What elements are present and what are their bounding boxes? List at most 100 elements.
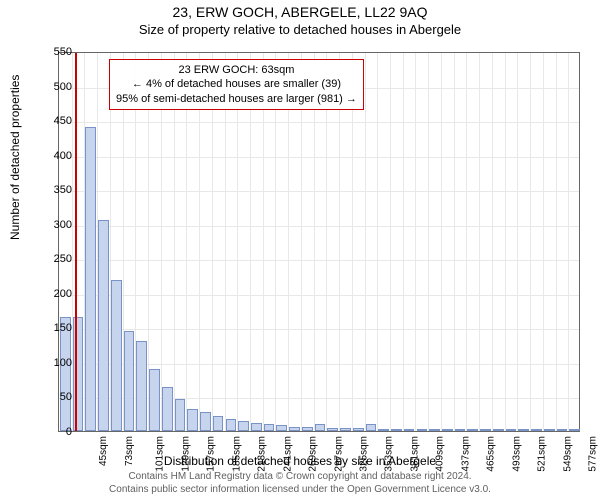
histogram-bar	[442, 429, 453, 431]
gridline-v	[543, 53, 544, 431]
x-tick-label: 409sqm	[435, 436, 446, 472]
x-tick-label: 465sqm	[486, 436, 497, 472]
x-tick-label: 213sqm	[257, 436, 268, 472]
histogram-bar	[391, 429, 402, 431]
gridline-v	[568, 53, 569, 431]
gridline-v	[556, 53, 557, 431]
y-axis-label: Number of detached properties	[8, 75, 22, 240]
histogram-bar	[111, 280, 122, 431]
x-tick-label: 325sqm	[359, 436, 370, 472]
gridline-v	[377, 53, 378, 431]
histogram-bar	[175, 399, 186, 431]
gridline-h	[59, 295, 579, 296]
histogram-bar	[264, 424, 275, 431]
histogram-bar	[353, 428, 364, 431]
histogram-bar	[302, 427, 313, 431]
histogram-bar	[124, 331, 135, 431]
histogram-bar	[251, 423, 262, 431]
histogram-bar	[429, 429, 440, 431]
annotation-line: 23 ERW GOCH: 63sqm	[116, 63, 357, 77]
histogram-bar	[467, 429, 478, 431]
x-tick-label: 129sqm	[180, 436, 191, 472]
histogram-bar	[73, 317, 84, 431]
histogram-bar	[493, 429, 504, 431]
histogram-bar	[480, 429, 491, 431]
gridline-v	[517, 53, 518, 431]
histogram-bar	[98, 220, 109, 431]
gridline-v	[454, 53, 455, 431]
x-tick-label: 521sqm	[537, 436, 548, 472]
y-tick-label: 300	[32, 219, 72, 231]
histogram-bar	[506, 429, 517, 431]
histogram-bar	[200, 412, 211, 431]
histogram-bar	[531, 429, 542, 431]
x-tick-label: 353sqm	[384, 436, 395, 472]
x-tick-label: 101sqm	[155, 436, 166, 472]
histogram-bar	[544, 429, 555, 431]
annotation-line: 95% of semi-detached houses are larger (…	[116, 92, 357, 106]
plot-area: 23 ERW GOCH: 63sqm← 4% of detached house…	[58, 52, 580, 432]
y-tick-label: 250	[32, 253, 72, 265]
histogram-bar	[404, 429, 415, 431]
gridline-v	[479, 53, 480, 431]
gridline-v	[428, 53, 429, 431]
histogram-bar	[366, 424, 377, 431]
histogram-bar	[557, 429, 568, 431]
credit-line-1: Contains HM Land Registry data © Crown c…	[0, 471, 600, 484]
x-tick-label: 157sqm	[206, 436, 217, 472]
y-tick-label: 400	[32, 150, 72, 162]
y-tick-label: 550	[32, 46, 72, 58]
chart-subtitle: Size of property relative to detached ho…	[0, 20, 600, 37]
x-axis-label: Distribution of detached houses by size …	[0, 454, 600, 468]
y-tick-label: 450	[32, 115, 72, 127]
x-tick-label: 549sqm	[562, 436, 573, 472]
annotation-line: ← 4% of detached houses are smaller (39)	[116, 77, 357, 91]
credit-text: Contains HM Land Registry data © Crown c…	[0, 471, 600, 496]
y-tick-label: 100	[32, 357, 72, 369]
gridline-v	[415, 53, 416, 431]
histogram-bar	[85, 127, 96, 431]
histogram-bar	[315, 424, 326, 431]
x-tick-label: 297sqm	[333, 436, 344, 472]
histogram-bar	[289, 427, 300, 431]
histogram-bar	[378, 429, 389, 431]
histogram-bar	[569, 429, 580, 431]
gridline-v	[365, 53, 366, 431]
gridline-h	[59, 260, 579, 261]
histogram-bar	[226, 419, 237, 431]
x-tick-label: 269sqm	[308, 436, 319, 472]
histogram-bar	[187, 409, 198, 431]
histogram-bar	[213, 416, 224, 431]
page-title: 23, ERW GOCH, ABERGELE, LL22 9AQ	[0, 0, 600, 20]
y-tick-label: 150	[32, 322, 72, 334]
x-tick-label: 73sqm	[124, 436, 135, 466]
histogram-bar	[136, 341, 147, 431]
gridline-h	[59, 191, 579, 192]
histogram-bar	[417, 429, 428, 431]
histogram-bar	[162, 387, 173, 431]
x-tick-label: 437sqm	[460, 436, 471, 472]
x-tick-label: 381sqm	[410, 436, 421, 472]
x-tick-label: 493sqm	[511, 436, 522, 472]
gridline-h	[59, 329, 579, 330]
marker-line	[75, 53, 77, 431]
histogram-bar	[238, 421, 249, 431]
annotation-box: 23 ERW GOCH: 63sqm← 4% of detached house…	[109, 59, 364, 110]
gridline-v	[505, 53, 506, 431]
gridline-v	[403, 53, 404, 431]
histogram-bar	[327, 428, 338, 431]
y-tick-label: 0	[32, 426, 72, 438]
x-tick-label: 185sqm	[231, 436, 242, 472]
histogram-bar	[455, 429, 466, 431]
histogram-bar	[340, 428, 351, 431]
histogram-bar	[276, 425, 287, 431]
x-tick-label: 45sqm	[98, 436, 109, 466]
histogram-bar	[518, 429, 529, 431]
gridline-v	[492, 53, 493, 431]
histogram-bar	[149, 369, 160, 431]
y-tick-label: 500	[32, 81, 72, 93]
chart-area: 23 ERW GOCH: 63sqm← 4% of detached house…	[58, 52, 580, 432]
gridline-v	[441, 53, 442, 431]
y-tick-label: 50	[32, 391, 72, 403]
x-tick-label: 577sqm	[588, 436, 599, 472]
